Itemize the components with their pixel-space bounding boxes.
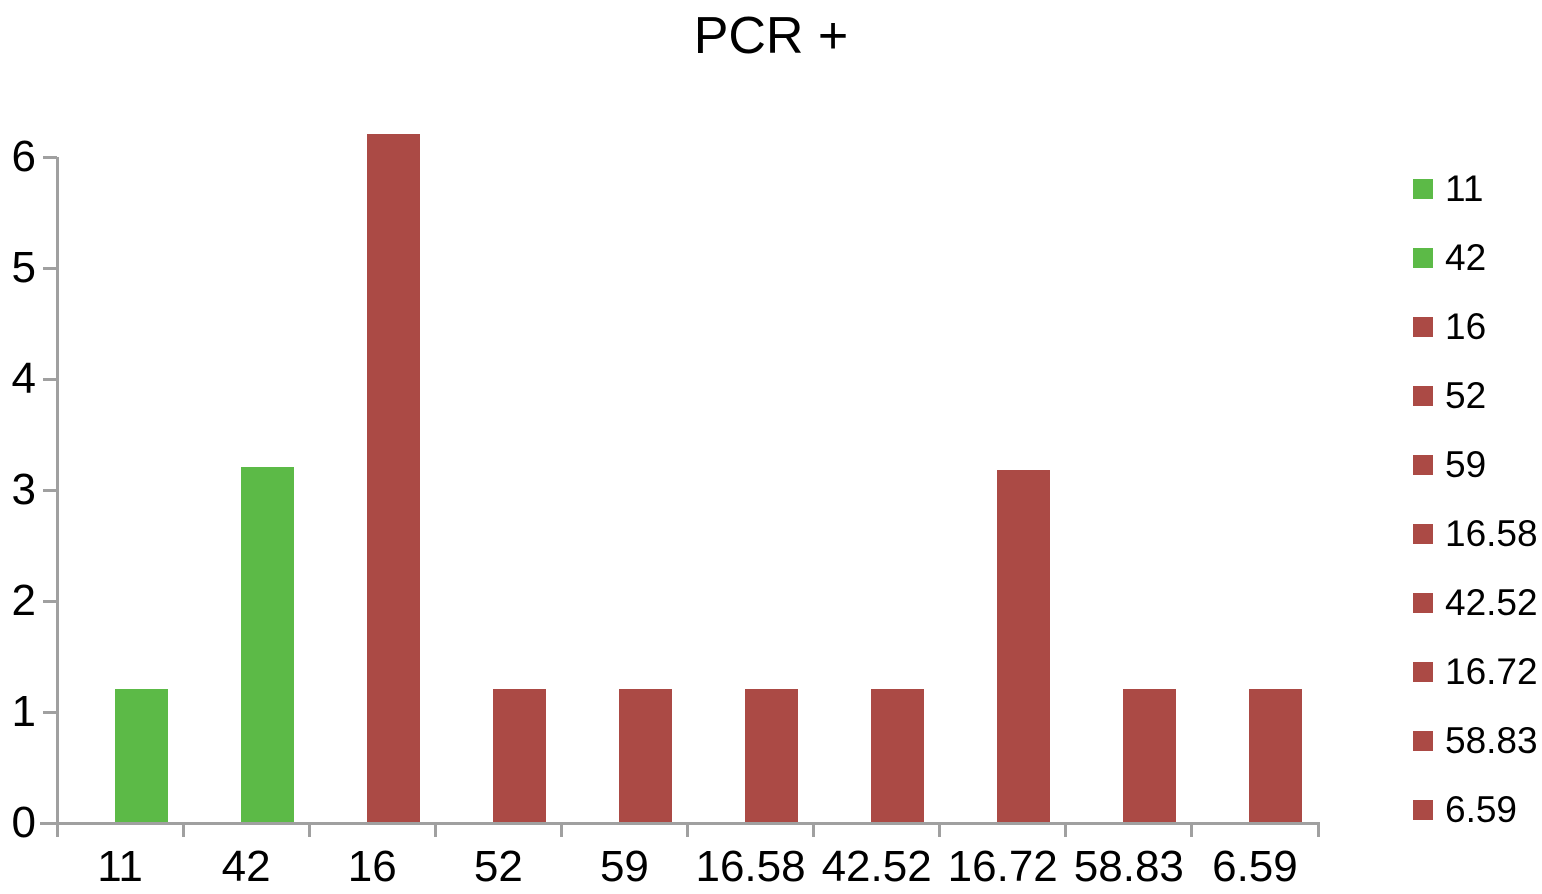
- y-tick-mark: [43, 710, 57, 714]
- x-axis-line: [40, 821, 1320, 825]
- x-axis-label: 58.83: [1073, 842, 1184, 891]
- x-tick-mark: [181, 823, 185, 837]
- y-axis-tick-label: 6: [11, 132, 36, 181]
- legend-label: 59: [1445, 444, 1487, 485]
- legend-label: 52: [1445, 375, 1487, 416]
- legend-label: 42: [1445, 237, 1487, 278]
- legend-swatch-icon: [1413, 317, 1433, 337]
- y-axis-tick-label: 3: [11, 465, 36, 514]
- x-tick-mark: [559, 823, 563, 837]
- x-axis-label: 59: [599, 842, 649, 891]
- y-axis-tick-label: 0: [11, 798, 36, 847]
- bar: [492, 689, 546, 822]
- chart-title: PCR +: [693, 7, 849, 65]
- y-axis-line: [55, 157, 59, 823]
- legend-label: 16.72: [1445, 651, 1538, 692]
- y-tick-mark: [43, 377, 57, 381]
- x-axis-label: 42.52: [821, 842, 932, 891]
- x-axis-label: 42: [221, 842, 271, 891]
- bar: [745, 689, 799, 822]
- bar: [240, 467, 294, 822]
- legend-label: 6.59: [1445, 789, 1518, 830]
- x-tick-mark: [686, 823, 689, 837]
- legend-swatch-icon: [1413, 800, 1433, 820]
- legend-item: 16.58: [1413, 513, 1538, 554]
- x-tick-mark: [1064, 823, 1068, 837]
- x-tick-mark: [55, 823, 59, 837]
- legend-label: 11: [1445, 168, 1484, 209]
- legend-swatch-icon: [1413, 455, 1433, 475]
- legend-swatch-icon: [1413, 179, 1433, 199]
- y-tick-mark: [43, 488, 57, 492]
- x-tick-mark: [433, 823, 437, 837]
- legend-item: 16: [1413, 306, 1487, 347]
- y-axis-tick-label: 1: [11, 687, 36, 736]
- y-tick-mark: [43, 155, 57, 159]
- bar: [871, 689, 925, 822]
- bar: [366, 134, 420, 822]
- legend-label: 58.83: [1445, 720, 1538, 761]
- bar: [1249, 689, 1303, 822]
- x-tick-mark: [307, 823, 311, 837]
- legend-label: 16.58: [1445, 513, 1538, 554]
- bar: [1123, 689, 1177, 822]
- bar: [997, 470, 1051, 822]
- legend-swatch-icon: [1413, 248, 1433, 268]
- legend-swatch-icon: [1413, 593, 1433, 613]
- x-tick-mark: [1316, 823, 1320, 837]
- legend-label: 16: [1445, 306, 1487, 347]
- legend-swatch-icon: [1413, 386, 1433, 406]
- legend-item: 6.59: [1413, 789, 1518, 830]
- legend-item: 11: [1413, 168, 1484, 209]
- y-axis-tick-label: 4: [11, 354, 36, 403]
- bar: [618, 689, 672, 822]
- legend-swatch-icon: [1413, 524, 1433, 544]
- legend-label: 42.52: [1445, 582, 1538, 623]
- x-axis-label: 16.58: [695, 842, 806, 891]
- x-tick-mark: [812, 823, 816, 837]
- y-tick-mark: [43, 599, 57, 603]
- bar: [114, 689, 168, 822]
- legend-item: 59: [1413, 444, 1487, 485]
- x-tick-mark: [938, 823, 942, 837]
- legend-item: 42.52: [1413, 582, 1538, 623]
- y-tick-mark: [43, 266, 57, 270]
- x-axis-label: 11: [97, 842, 143, 891]
- legend-item: 52: [1413, 375, 1487, 416]
- y-axis-tick-label: 2: [11, 576, 36, 625]
- x-axis-label: 52: [473, 842, 523, 891]
- y-tick-mark: [43, 821, 57, 825]
- legend-item: 42: [1413, 237, 1487, 278]
- legend-swatch-icon: [1413, 731, 1433, 751]
- legend-item: 16.72: [1413, 651, 1538, 692]
- x-axis-label: 6.59: [1212, 842, 1298, 891]
- x-tick-mark: [1190, 823, 1194, 837]
- legend-swatch-icon: [1413, 662, 1433, 682]
- legend-item: 58.83: [1413, 720, 1538, 761]
- x-axis-label: 16: [347, 842, 397, 891]
- x-axis-label: 16.72: [947, 842, 1058, 891]
- legend: 11 42 16 52 59 16.58 42.52 16.72 58.83 6.59: [1413, 0, 1542, 894]
- y-axis-tick-label: 5: [11, 243, 36, 292]
